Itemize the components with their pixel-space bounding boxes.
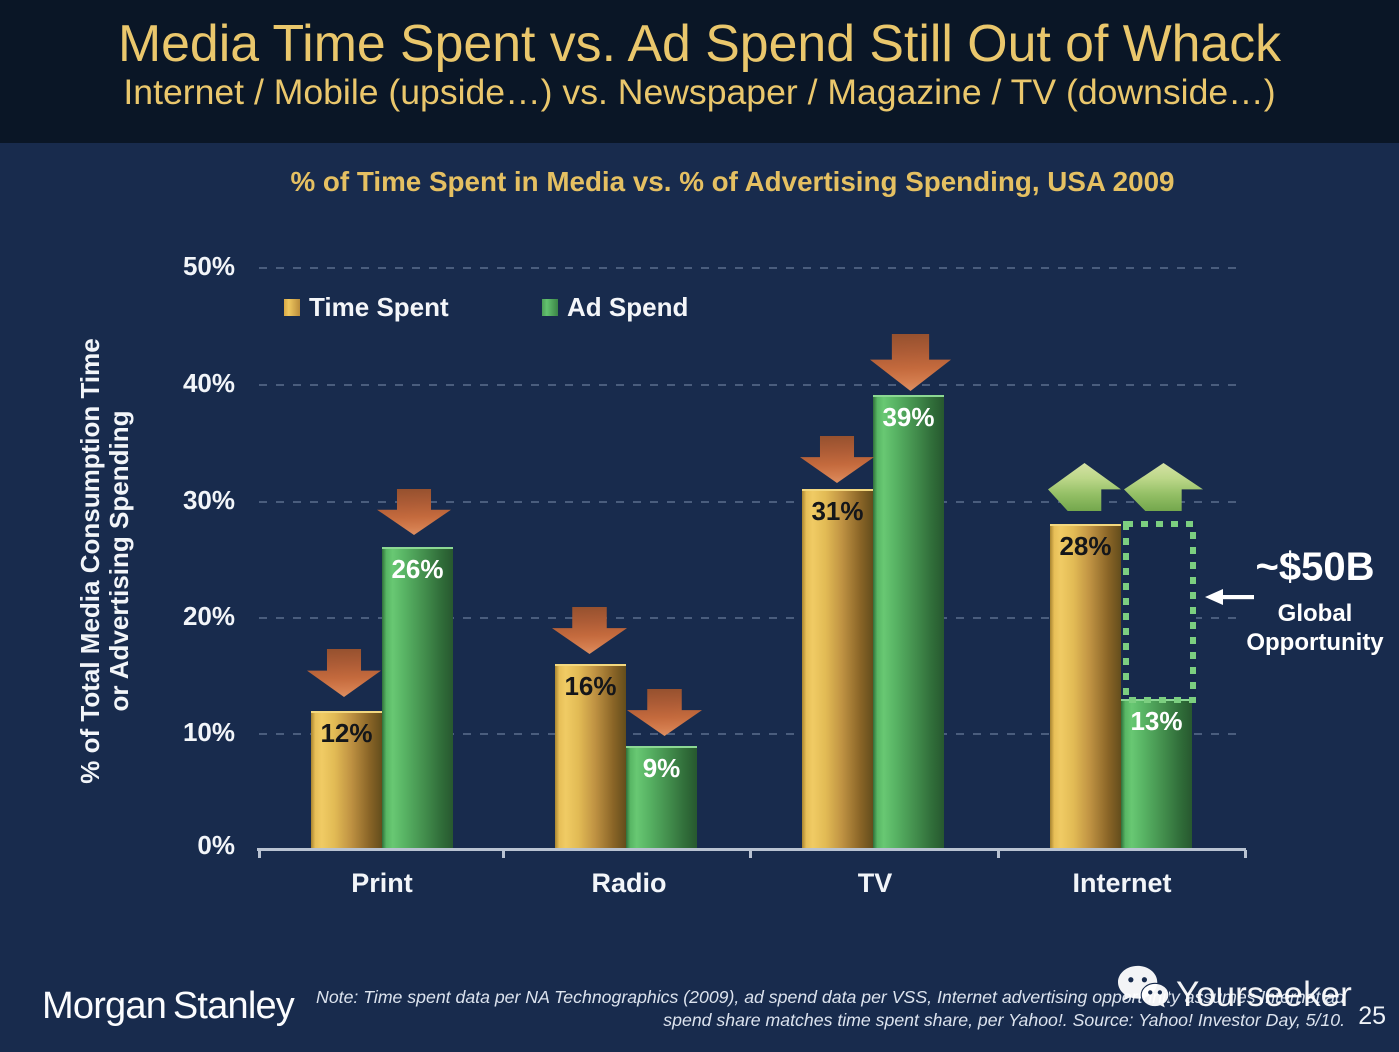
annotation-label-line2: Opportunity <box>1246 629 1384 656</box>
legend-label-time-spent: Time Spent <box>309 292 449 322</box>
x-axis-tick-4 <box>997 850 1000 858</box>
down-arrow-icon-tv-ad <box>870 334 951 391</box>
y-tick-label-20: 20% <box>182 601 235 631</box>
y-axis-title-line1: % of Total Media Consumption Time <box>75 338 105 784</box>
gridline-40 <box>259 384 1245 386</box>
bar-value-internet-ad-spend: 13% <box>1130 706 1183 736</box>
down-arrow-icon-tv-time <box>800 436 874 483</box>
legend-item-ad-spend: Ad Spend <box>542 294 688 320</box>
up-arrow-icon-internet-ad <box>1124 463 1203 511</box>
y-tick-label-0: 0% <box>197 830 235 860</box>
category-label-radio: Radio <box>591 868 667 898</box>
x-axis-line <box>257 848 1246 851</box>
bar-print-time-spent <box>311 711 382 851</box>
annotation-label-line1: Global <box>1277 600 1353 627</box>
source-note-line2: spend share matches time spent share, pe… <box>663 1010 1345 1030</box>
bar-print-ad-spend <box>382 547 453 851</box>
gridline-20 <box>259 617 1245 619</box>
page-number: 25 <box>1358 1002 1386 1030</box>
category-label-print: Print <box>351 868 413 898</box>
bar-internet-ad-spend <box>1121 699 1192 851</box>
x-axis-tick-3 <box>749 850 752 858</box>
down-arrow-icon-print-ad <box>377 489 451 535</box>
left-arrow-icon <box>1205 589 1254 605</box>
annotation-block: ~$50B Global Opportunity <box>1235 546 1395 657</box>
bar-value-tv-ad-spend: 39% <box>882 402 935 432</box>
up-arrow-icon-internet-time <box>1048 463 1121 511</box>
watermark-text: Yourseeker <box>1176 975 1352 1014</box>
legend-swatch-time-spent <box>284 298 300 316</box>
category-label-internet: Internet <box>1072 868 1172 898</box>
bar-tv-ad-spend <box>873 395 944 851</box>
source-note: Note: Time spent data per NA Technograph… <box>316 986 1345 1032</box>
gridline-50 <box>259 267 1245 269</box>
down-arrow-icon-print-time <box>307 649 381 697</box>
morgan-stanley-logo: Morgan Stanley <box>42 985 295 1027</box>
source-note-line1: Note: Time spent data per NA Technograph… <box>316 987 1345 1007</box>
x-axis-tick-1 <box>258 850 261 858</box>
opportunity-dashed-box <box>1123 521 1196 703</box>
gridline-10 <box>259 733 1245 735</box>
bar-radio-ad-spend <box>626 746 697 851</box>
legend-swatch-ad-spend <box>542 298 558 316</box>
y-tick-label-50: 50% <box>182 251 235 281</box>
slide-title: Media Time Spent vs. Ad Spend Still Out … <box>117 14 1282 72</box>
bar-value-print-ad-spend: 26% <box>391 554 444 584</box>
header-band: Media Time Spent vs. Ad Spend Still Out … <box>0 0 1399 143</box>
down-arrow-icon-radio-time <box>552 607 627 654</box>
annotation-value: ~$50B <box>1255 545 1375 589</box>
x-axis-tick-2 <box>502 850 505 858</box>
bar-value-tv-time-spent: 31% <box>811 496 864 526</box>
bar-value-print-time-spent: 12% <box>320 718 373 748</box>
bar-value-radio-time-spent: 16% <box>564 671 617 701</box>
chart-title: % of Time Spent in Media vs. % of Advert… <box>290 166 1175 197</box>
bar-radio-time-spent <box>555 664 626 851</box>
bar-internet-time-spent <box>1050 524 1121 851</box>
legend-item-time-spent: Time Spent <box>284 294 449 320</box>
bar-value-radio-ad-spend: 9% <box>642 753 681 783</box>
y-tick-label-30: 30% <box>182 485 235 515</box>
bar-tv-time-spent <box>802 489 873 851</box>
slide-subtitle: Internet / Mobile (upside…) vs. Newspape… <box>123 72 1276 112</box>
y-tick-label-40: 40% <box>182 368 235 398</box>
y-tick-label-10: 10% <box>182 717 235 747</box>
wechat-icon <box>1118 965 1169 1010</box>
legend-label-ad-spend: Ad Spend <box>567 292 689 322</box>
gridline-30 <box>259 501 1245 503</box>
x-axis-tick-5 <box>1244 850 1247 858</box>
down-arrow-icon-radio-ad <box>627 689 702 736</box>
bar-value-internet-time-spent: 28% <box>1059 531 1112 561</box>
category-label-tv: TV <box>857 868 893 898</box>
